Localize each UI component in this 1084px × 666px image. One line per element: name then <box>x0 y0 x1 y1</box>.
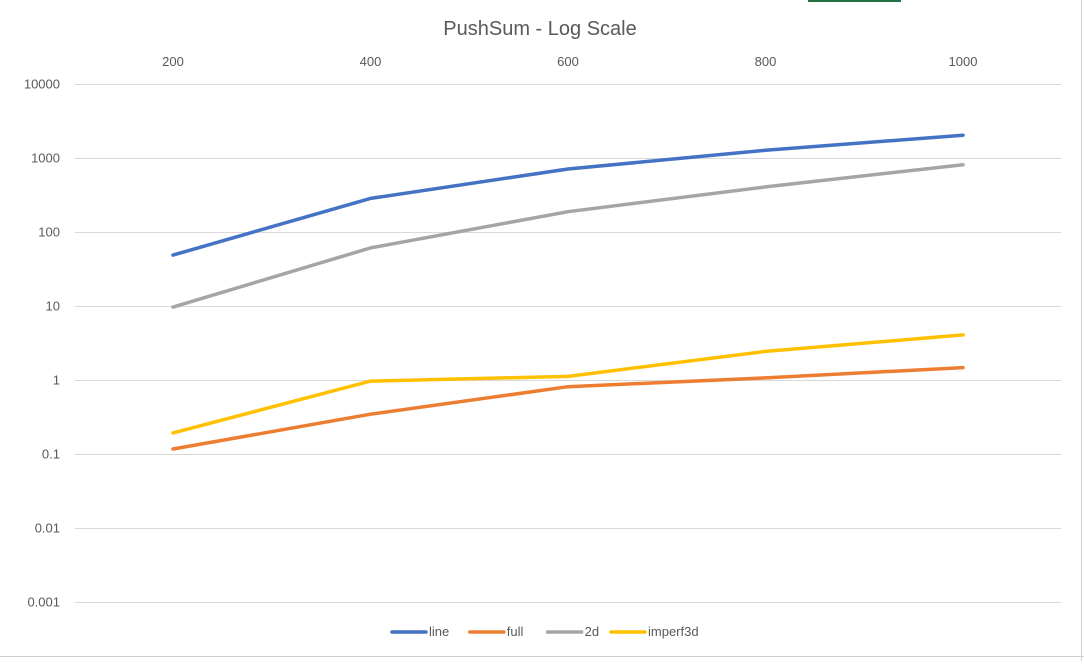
top-accent-bar <box>808 0 901 2</box>
legend-label-line: line <box>429 624 449 639</box>
y-tick-label: 100 <box>38 225 60 240</box>
legend: line full 2d imperf3d <box>390 624 699 639</box>
x-tick-label: 1000 <box>949 54 978 69</box>
y-tick-label: 10000 <box>24 77 60 92</box>
series-line-imperf3d <box>171 333 965 435</box>
legend-label-full: full <box>507 624 524 639</box>
y-tick-label: 10 <box>46 299 60 314</box>
y-tick-label: 0.01 <box>35 521 60 536</box>
series-line-full <box>171 365 965 451</box>
y-axis-ticks: 10000 1000 100 10 1 0.1 0.01 0.001 <box>24 77 60 610</box>
y-tick-label: 0.001 <box>27 595 60 610</box>
chart-title: PushSum - Log Scale <box>443 18 636 40</box>
y-tick-label: 1000 <box>31 151 60 166</box>
x-tick-label: 400 <box>360 54 382 69</box>
series-lines <box>171 133 965 451</box>
x-tick-label: 800 <box>755 54 777 69</box>
legend-label-2d: 2d <box>585 624 599 639</box>
series-line-line <box>171 133 965 257</box>
x-tick-label: 200 <box>162 54 184 69</box>
legend-label-imperf3d: imperf3d <box>648 624 699 639</box>
y-tick-label: 0.1 <box>42 447 60 462</box>
y-tick-label: 1 <box>53 373 60 388</box>
series-line-2d <box>171 162 965 309</box>
gridlines <box>75 84 1061 603</box>
x-tick-label: 600 <box>557 54 579 69</box>
x-axis-ticks: 200 400 600 800 1000 <box>162 54 977 69</box>
